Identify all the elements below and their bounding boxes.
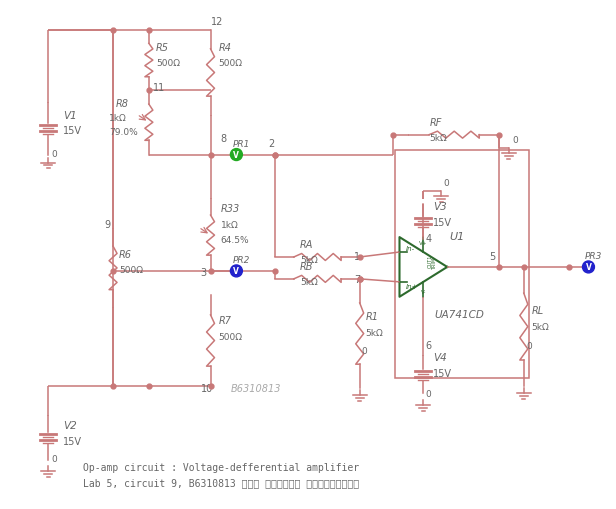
- Text: 2: 2: [268, 138, 275, 148]
- Text: 0: 0: [512, 135, 517, 145]
- Text: 64.5%: 64.5%: [221, 236, 249, 244]
- Text: PR1: PR1: [232, 139, 250, 148]
- Text: 9: 9: [104, 220, 110, 230]
- Text: R6: R6: [119, 249, 132, 260]
- Text: 7: 7: [354, 274, 360, 285]
- Text: 15V: 15V: [433, 218, 452, 228]
- Text: 8: 8: [221, 133, 227, 144]
- Text: Op-amp circuit : Voltage-defferential amplifier: Op-amp circuit : Voltage-defferential am…: [83, 462, 359, 472]
- Circle shape: [230, 149, 242, 161]
- Text: V3: V3: [433, 202, 447, 212]
- Text: 0: 0: [51, 149, 57, 158]
- Text: 0: 0: [51, 454, 57, 463]
- Text: 500Ω: 500Ω: [219, 59, 243, 68]
- Text: 0: 0: [426, 389, 431, 399]
- Text: 15V: 15V: [63, 436, 83, 446]
- Text: R5: R5: [156, 43, 169, 53]
- Text: PR2: PR2: [232, 256, 250, 265]
- Text: 1kΩ: 1kΩ: [221, 221, 238, 230]
- Text: 1: 1: [354, 251, 360, 262]
- Text: 0: 0: [444, 179, 449, 188]
- Text: R8: R8: [116, 99, 129, 108]
- Text: 5kΩ: 5kΩ: [300, 277, 318, 286]
- Text: U1: U1: [449, 232, 464, 242]
- Text: In-: In-: [405, 245, 415, 251]
- Text: V2: V2: [63, 420, 77, 430]
- Text: V: V: [233, 151, 240, 160]
- Text: V-: V-: [421, 289, 426, 294]
- Text: 5: 5: [489, 251, 495, 262]
- Text: B6310813: B6310813: [230, 383, 281, 393]
- Text: 5kΩ: 5kΩ: [366, 328, 383, 337]
- Text: 4: 4: [426, 234, 431, 244]
- Text: R4: R4: [219, 43, 232, 53]
- Text: 500Ω: 500Ω: [119, 265, 143, 274]
- Text: V4: V4: [433, 353, 447, 363]
- Text: 79.0%: 79.0%: [109, 127, 138, 136]
- Text: 0: 0: [362, 347, 368, 356]
- Text: RL: RL: [532, 305, 544, 315]
- Text: V1: V1: [63, 110, 77, 121]
- Text: 1kΩ: 1kΩ: [109, 114, 127, 123]
- Text: 15V: 15V: [63, 125, 83, 135]
- Text: Lab 5, circuit 9, B6310813 นาย วรพงศ์ จันทร์เปา: Lab 5, circuit 9, B6310813 นาย วรพงศ์ จั…: [83, 477, 359, 487]
- Text: 5kΩ: 5kΩ: [532, 322, 549, 331]
- Text: 12: 12: [211, 17, 223, 27]
- Circle shape: [583, 262, 594, 273]
- Text: 5kΩ: 5kΩ: [300, 256, 318, 265]
- Text: V: V: [233, 267, 240, 276]
- Text: 500Ω: 500Ω: [219, 332, 243, 341]
- Text: 3: 3: [201, 267, 207, 277]
- Text: 500Ω: 500Ω: [156, 59, 180, 68]
- Text: R1: R1: [366, 311, 379, 321]
- Text: R7: R7: [219, 315, 232, 325]
- Text: TRIM: TRIM: [432, 257, 437, 269]
- Text: PR3: PR3: [585, 251, 602, 261]
- Text: R33: R33: [221, 204, 240, 214]
- Circle shape: [230, 265, 242, 277]
- Text: RB: RB: [300, 262, 314, 271]
- Text: V+: V+: [419, 241, 428, 245]
- Text: 11: 11: [153, 83, 165, 93]
- Text: V: V: [586, 263, 591, 272]
- Text: 6: 6: [426, 341, 431, 351]
- Text: In+: In+: [405, 284, 418, 289]
- Text: OUT1: OUT1: [428, 254, 433, 267]
- Text: 15V: 15V: [433, 369, 452, 379]
- Text: RF: RF: [429, 118, 442, 127]
- Text: UA741CD: UA741CD: [434, 309, 484, 319]
- Text: 10: 10: [201, 383, 213, 393]
- Text: RA: RA: [300, 240, 314, 249]
- Text: 0: 0: [527, 342, 533, 351]
- Text: 5kΩ: 5kΩ: [429, 133, 447, 143]
